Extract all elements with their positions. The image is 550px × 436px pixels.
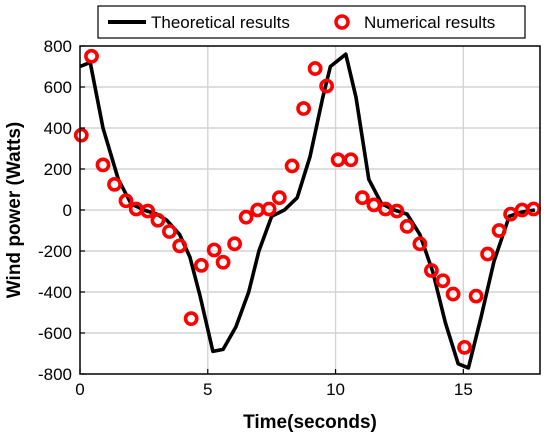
series-point-numerical bbox=[399, 218, 415, 234]
series-point-numerical bbox=[435, 273, 451, 289]
legend-label-theoretical: Theoretical results bbox=[151, 13, 290, 32]
series-point-numerical bbox=[140, 203, 156, 219]
series-point-numerical bbox=[215, 254, 231, 270]
series-point-numerical bbox=[319, 78, 335, 94]
grid-lines bbox=[80, 46, 540, 374]
legend-label-numerical: Numerical results bbox=[364, 13, 495, 32]
series-point-numerical bbox=[468, 288, 484, 304]
series-point-numerical bbox=[95, 157, 111, 173]
series-point-numerical bbox=[343, 152, 359, 168]
y-tick-label: 600 bbox=[44, 78, 72, 97]
y-tick-label: 200 bbox=[44, 160, 72, 179]
series-point-numerical bbox=[172, 238, 188, 254]
x-tick-label: 0 bbox=[75, 380, 84, 399]
axis-ticks: 0 5 10 15 -800 -600 -400 -200 0 200 400 600 800 bbox=[38, 37, 473, 399]
y-tick-label: -400 bbox=[38, 283, 72, 302]
y-tick-label: -800 bbox=[38, 365, 72, 384]
y-tick-label: -200 bbox=[38, 242, 72, 261]
series-point-numerical bbox=[330, 152, 346, 168]
series-point-numerical bbox=[227, 236, 243, 252]
x-tick-label: 5 bbox=[203, 380, 212, 399]
legend-box bbox=[97, 5, 526, 39]
series-point-numerical bbox=[271, 190, 287, 206]
legend-swatch-numerical bbox=[334, 14, 350, 30]
series-point-numerical bbox=[84, 48, 99, 64]
series-point-numerical bbox=[307, 61, 323, 76]
series-point-numerical bbox=[284, 158, 300, 174]
series-line-theoretical bbox=[79, 52, 536, 370]
series-point-numerical bbox=[73, 127, 89, 143]
series-point-numerical bbox=[423, 263, 439, 278]
series-point-numerical bbox=[526, 201, 542, 217]
series-point-numerical bbox=[412, 236, 428, 252]
series-point-numerical bbox=[354, 190, 370, 206]
y-axis-label: Wind power (Watts) bbox=[4, 122, 25, 298]
y-tick-label: 0 bbox=[63, 201, 72, 220]
series-point-numerical bbox=[261, 201, 277, 217]
series-point-numerical bbox=[206, 242, 222, 258]
y-tick-label: 800 bbox=[44, 37, 72, 56]
series-point-numerical bbox=[389, 203, 405, 219]
y-tick-label: -600 bbox=[38, 324, 72, 343]
series-point-numerical bbox=[193, 257, 209, 273]
series-point-numerical bbox=[445, 286, 461, 302]
series-point-numerical bbox=[238, 209, 254, 225]
series-point-numerical bbox=[162, 224, 177, 239]
y-tick-label: 400 bbox=[44, 119, 72, 138]
series-point-numerical bbox=[183, 311, 199, 327]
x-tick-label: 10 bbox=[326, 380, 345, 399]
series-point-numerical bbox=[107, 176, 122, 192]
series-point-numerical bbox=[480, 246, 496, 262]
series-point-numerical bbox=[491, 223, 507, 238]
x-tick-label: 15 bbox=[454, 380, 473, 399]
plot-series bbox=[73, 48, 542, 370]
series-point-numerical bbox=[296, 101, 312, 116]
x-axis-label: Time(seconds) bbox=[243, 412, 377, 433]
legend: Theoretical results Numerical results bbox=[97, 5, 526, 39]
series-point-numerical bbox=[150, 212, 166, 228]
series-point-numerical bbox=[128, 201, 144, 217]
series-point-numerical bbox=[377, 201, 393, 217]
series-point-numerical bbox=[118, 193, 134, 209]
series-point-numerical bbox=[366, 197, 382, 213]
series-point-numerical bbox=[457, 339, 473, 355]
